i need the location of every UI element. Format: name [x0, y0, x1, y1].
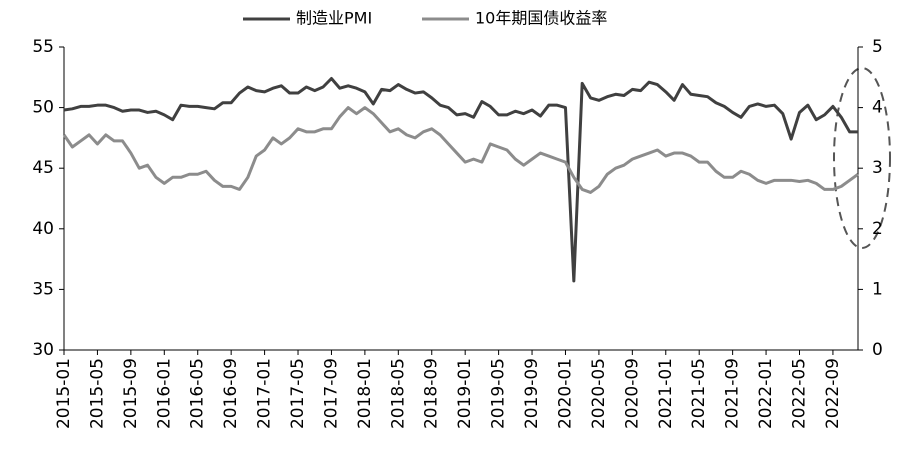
x-tick-label: 2019-09	[522, 358, 542, 429]
x-tick-label: 2015-01	[54, 358, 74, 429]
x-tick-label: 2021-05	[689, 358, 709, 429]
y-tick-label: 55	[32, 37, 54, 57]
x-tick-label: 2016-05	[188, 358, 208, 429]
y2-tick-label: 1	[872, 279, 883, 299]
series-line	[63, 77, 858, 283]
x-tick-label: 2018-09	[422, 358, 442, 429]
x-tick-label: 2015-05	[87, 358, 107, 429]
y-tick-label: 30	[32, 340, 54, 360]
x-tick-label: 2020-05	[589, 358, 609, 429]
x-tick-label: 2016-01	[154, 358, 174, 429]
y-tick-label: 35	[32, 279, 54, 299]
x-tick-label: 2016-09	[221, 358, 241, 429]
x-tick-label: 2021-09	[723, 358, 743, 429]
x-tick-label: 2017-01	[255, 358, 275, 429]
legend-label: 10年期国债收益率	[475, 9, 607, 28]
y2-tick-label: 3	[872, 158, 883, 178]
series-line	[62, 106, 859, 194]
x-tick-label: 2019-01	[455, 358, 475, 429]
x-tick-label: 2021-01	[656, 358, 676, 429]
x-tick-label: 2019-05	[489, 358, 509, 429]
y-tick-label: 40	[32, 219, 54, 239]
x-tick-label: 2015-09	[121, 358, 141, 429]
x-tick-label: 2017-05	[288, 358, 308, 429]
x-tick-label: 2022-09	[823, 358, 843, 429]
y2-tick-label: 2	[872, 219, 883, 239]
x-tick-label: 2020-09	[622, 358, 642, 429]
y2-tick-label: 5	[872, 37, 883, 57]
x-tick-label: 2017-09	[321, 358, 341, 429]
x-tick-label: 2018-05	[388, 358, 408, 429]
y-tick-label: 45	[32, 158, 54, 178]
x-tick-label: 2018-01	[355, 358, 375, 429]
highlight-ellipse	[833, 67, 891, 249]
legend-label: 制造业PMI	[296, 9, 372, 28]
y2-tick-label: 4	[872, 98, 883, 118]
y2-tick-label: 0	[872, 340, 883, 360]
y-tick-label: 50	[32, 98, 54, 118]
x-tick-label: 2022-01	[756, 358, 776, 429]
x-tick-label: 2020-01	[555, 358, 575, 429]
x-tick-label: 2022-05	[789, 358, 809, 429]
legend: 制造业PMI 10年期国债收益率	[243, 9, 607, 28]
